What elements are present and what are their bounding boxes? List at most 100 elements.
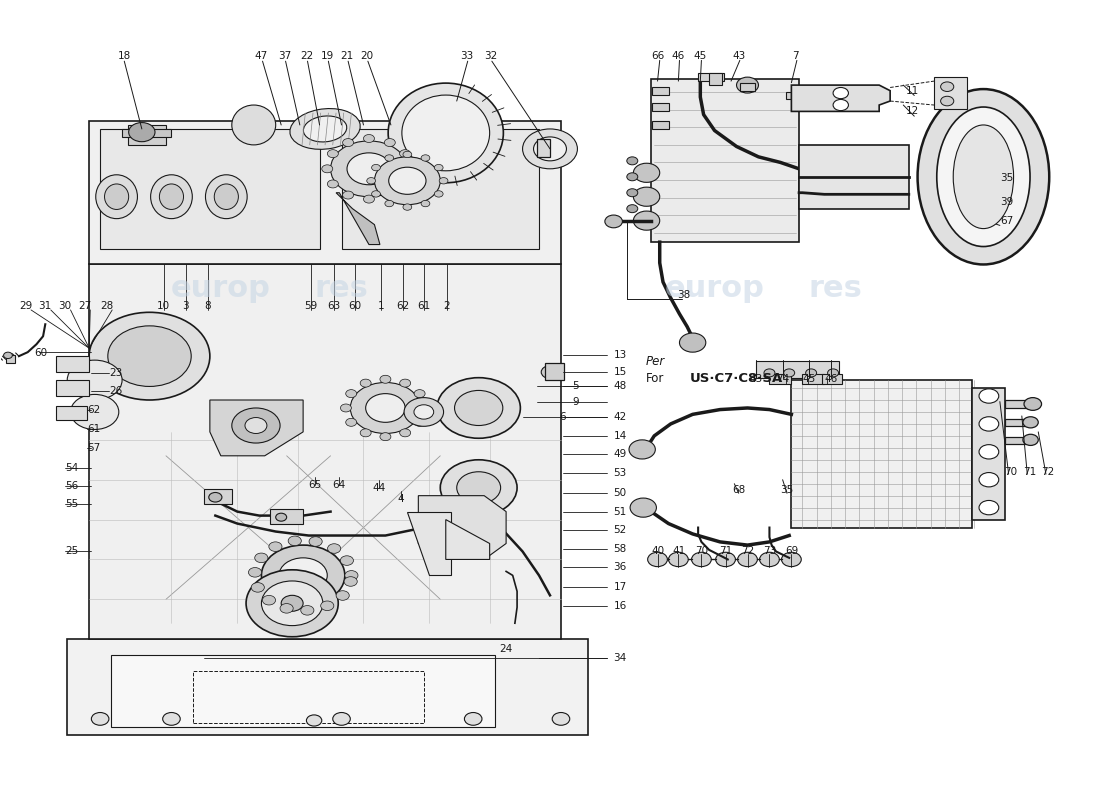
Text: 54: 54: [65, 462, 78, 473]
Circle shape: [781, 552, 801, 566]
Text: 57: 57: [87, 443, 100, 453]
Ellipse shape: [917, 89, 1049, 265]
Text: 44: 44: [372, 482, 385, 493]
Bar: [122, 129, 172, 137]
Text: 45: 45: [694, 50, 707, 61]
Bar: [785, 92, 799, 98]
Circle shape: [337, 590, 350, 600]
Circle shape: [163, 713, 180, 726]
Circle shape: [439, 178, 448, 184]
Text: 61: 61: [417, 301, 430, 311]
Circle shape: [827, 369, 838, 377]
Text: 55: 55: [65, 499, 78, 510]
Circle shape: [634, 187, 660, 206]
Circle shape: [634, 211, 660, 230]
Circle shape: [268, 542, 282, 551]
Circle shape: [246, 570, 338, 637]
Circle shape: [648, 552, 668, 566]
Ellipse shape: [151, 174, 192, 218]
Circle shape: [384, 191, 395, 199]
Circle shape: [437, 378, 520, 438]
Circle shape: [1023, 434, 1038, 446]
Circle shape: [627, 173, 638, 181]
Text: 20: 20: [360, 50, 373, 61]
Circle shape: [332, 713, 350, 726]
Circle shape: [1024, 398, 1042, 410]
Circle shape: [716, 552, 736, 566]
Circle shape: [805, 369, 816, 377]
Circle shape: [263, 595, 276, 605]
Circle shape: [372, 190, 381, 197]
Circle shape: [833, 87, 848, 98]
Text: 10: 10: [157, 301, 170, 311]
Bar: [56, 356, 89, 372]
Bar: [799, 145, 909, 209]
Circle shape: [282, 595, 304, 611]
Circle shape: [399, 150, 410, 158]
Text: 34: 34: [614, 654, 627, 663]
Text: 25: 25: [65, 546, 78, 557]
Text: 23: 23: [109, 368, 122, 378]
Circle shape: [627, 189, 638, 197]
Text: 72: 72: [741, 546, 755, 557]
Bar: [769, 374, 791, 384]
Ellipse shape: [96, 174, 138, 218]
Circle shape: [421, 200, 430, 206]
Circle shape: [89, 312, 210, 400]
Bar: [972, 388, 1005, 519]
Text: 69: 69: [784, 546, 798, 557]
Text: 9: 9: [572, 397, 579, 406]
Ellipse shape: [388, 83, 504, 182]
Text: 3: 3: [183, 301, 189, 311]
Circle shape: [384, 138, 395, 146]
Circle shape: [434, 165, 443, 170]
Circle shape: [379, 375, 390, 383]
Text: 28: 28: [100, 301, 113, 311]
Circle shape: [464, 713, 482, 726]
Text: 42: 42: [614, 412, 627, 422]
Ellipse shape: [937, 107, 1030, 246]
Bar: [822, 374, 842, 384]
Circle shape: [434, 190, 443, 197]
Text: 15: 15: [614, 367, 627, 377]
Circle shape: [399, 379, 410, 387]
Text: 60: 60: [34, 348, 47, 358]
Circle shape: [403, 151, 411, 158]
Circle shape: [940, 82, 954, 91]
Circle shape: [129, 122, 155, 142]
Circle shape: [328, 180, 339, 188]
Bar: [128, 125, 166, 145]
Text: 4: 4: [397, 494, 404, 504]
Circle shape: [783, 369, 794, 377]
Circle shape: [552, 713, 570, 726]
Text: 24: 24: [499, 644, 513, 654]
Text: 37: 37: [278, 50, 292, 61]
Circle shape: [669, 552, 689, 566]
Text: 49: 49: [614, 450, 627, 459]
Bar: [89, 121, 561, 265]
Circle shape: [365, 394, 405, 422]
Bar: [67, 639, 589, 735]
Circle shape: [692, 552, 712, 566]
Text: 14: 14: [614, 431, 627, 441]
Circle shape: [321, 601, 333, 610]
Circle shape: [979, 417, 999, 431]
Ellipse shape: [290, 109, 360, 150]
Polygon shape: [407, 512, 451, 575]
Text: 7: 7: [792, 50, 799, 61]
Circle shape: [541, 366, 559, 378]
Circle shape: [345, 418, 356, 426]
Text: 68: 68: [733, 485, 746, 495]
Circle shape: [251, 582, 264, 592]
Circle shape: [385, 154, 394, 161]
Text: 70: 70: [695, 546, 708, 557]
Circle shape: [288, 536, 301, 546]
Text: 33: 33: [460, 50, 473, 61]
Circle shape: [346, 153, 390, 185]
Bar: [1005, 438, 1025, 444]
Text: 40: 40: [651, 546, 664, 557]
Circle shape: [627, 205, 638, 213]
Circle shape: [979, 445, 999, 459]
Circle shape: [350, 382, 420, 434]
Text: 53: 53: [614, 468, 627, 478]
